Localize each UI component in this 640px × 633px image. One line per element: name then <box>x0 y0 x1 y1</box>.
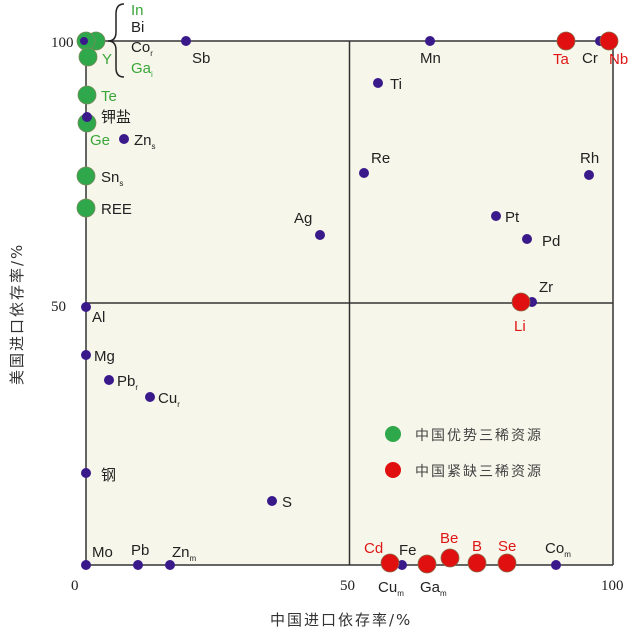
point-sns <box>76 166 96 186</box>
bracket <box>107 3 125 78</box>
point-mo <box>81 560 91 570</box>
legend-advantage-marker <box>385 426 401 442</box>
label-ti: Ti <box>390 76 402 93</box>
label-pt: Pt <box>505 209 520 226</box>
label-rh: Rh <box>580 150 599 167</box>
label-cur: Cur <box>158 390 180 409</box>
point-potash <box>82 112 92 122</box>
label-bi: Bi <box>131 19 144 36</box>
point-com <box>551 560 561 570</box>
point-sb <box>181 36 191 46</box>
point-pbr <box>104 375 114 385</box>
series-shortage <box>380 31 619 574</box>
advantage-labels: In Bi Cor Gai Y Te Ge Sns REE <box>90 2 153 218</box>
point-zns <box>119 134 129 144</box>
label-mo: Mo <box>92 544 113 561</box>
point-mn <box>425 36 435 46</box>
point-gam <box>417 554 437 574</box>
label-potash: 钾盐 <box>101 109 131 126</box>
label-mg: Mg <box>94 348 115 365</box>
label-b: B <box>472 538 482 555</box>
legend-advantage-label: 中国优势三稀资源 <box>415 428 543 444</box>
point-se <box>497 553 517 573</box>
label-al: Al <box>92 309 105 326</box>
point-ta <box>556 31 576 51</box>
point-be <box>440 548 460 568</box>
label-ta: Ta <box>553 51 570 68</box>
point-te <box>77 85 97 105</box>
point-steel <box>81 468 91 478</box>
point-cd <box>380 553 400 573</box>
label-nb: Nb <box>609 51 628 68</box>
label-ge: Ge <box>90 132 110 149</box>
label-ree: REE <box>101 201 132 218</box>
label-se: Se <box>498 538 516 555</box>
point-nb <box>599 31 619 51</box>
label-zr: Zr <box>539 279 553 296</box>
label-pbr: Pbr <box>117 373 138 392</box>
shortage-labels: Ta Nb Li Cd Be B Se <box>364 51 628 557</box>
point-ree <box>76 198 96 218</box>
point-znm <box>165 560 175 570</box>
point-ti <box>373 78 383 88</box>
label-mn: Mn <box>420 50 441 67</box>
label-li: Li <box>514 318 526 335</box>
y-tick-50: 50 <box>51 299 66 315</box>
point-cur <box>145 392 155 402</box>
legend-shortage-marker <box>385 462 401 478</box>
x-axis-title: 中国进口依存率/% <box>270 611 412 629</box>
point-pd <box>522 234 532 244</box>
label-cum: Cum <box>378 579 404 598</box>
label-pb: Pb <box>131 542 149 559</box>
label-fe: Fe <box>399 542 417 559</box>
point-al <box>81 302 91 312</box>
label-steel: 钢 <box>101 467 116 484</box>
label-zns: Zns <box>134 132 156 151</box>
point-pb <box>133 560 143 570</box>
label-pd: Pd <box>542 233 560 250</box>
point-y <box>78 47 98 67</box>
x-tick-0: 0 <box>71 578 79 594</box>
label-y: Y <box>102 51 112 68</box>
point-mg <box>81 350 91 360</box>
point-pt <box>491 211 501 221</box>
label-re: Re <box>371 150 390 167</box>
label-in: In <box>131 2 144 19</box>
y-tick-100: 100 <box>51 35 74 51</box>
label-ag: Ag <box>294 210 312 227</box>
point-s <box>267 496 277 506</box>
label-sb: Sb <box>192 50 210 67</box>
label-te: Te <box>101 88 117 105</box>
label-s: S <box>282 494 292 511</box>
point-b <box>467 553 487 573</box>
point-li <box>511 292 531 312</box>
point-fe <box>397 560 407 570</box>
label-be: Be <box>440 530 458 547</box>
label-cr: Cr <box>582 50 598 67</box>
label-sns: Sns <box>101 169 123 188</box>
y-axis-title: 美国进口依存率/% <box>8 243 26 385</box>
legend: 中国优势三稀资源 中国紧缺三稀资源 <box>385 426 543 480</box>
label-gai: Gai <box>131 60 153 79</box>
legend-shortage-label: 中国紧缺三稀资源 <box>415 464 543 480</box>
series-advantage <box>76 31 106 218</box>
point-re <box>359 168 369 178</box>
x-tick-100: 100 <box>601 578 624 594</box>
point-c-inner <box>80 37 88 45</box>
label-cor: Cor <box>131 39 153 58</box>
point-rh <box>584 170 594 180</box>
x-tick-50: 50 <box>340 578 355 594</box>
label-gam: Gam <box>420 579 447 598</box>
label-cd: Cd <box>364 540 383 557</box>
point-ag <box>315 230 325 240</box>
